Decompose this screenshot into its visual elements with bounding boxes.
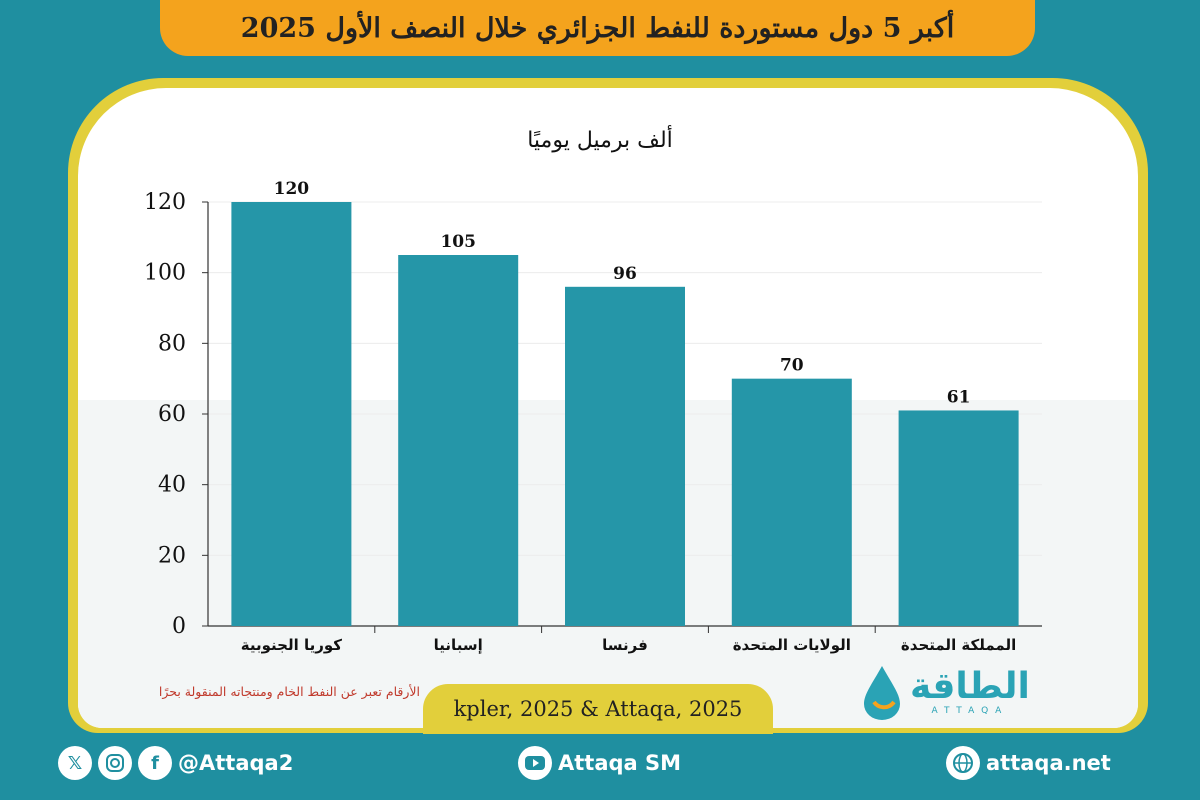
y-tick-label: 0 xyxy=(172,614,186,639)
y-tick-label: 80 xyxy=(158,331,186,356)
page-title: أكبر 5 دول مستوردة للنفط الجزائري خلال ا… xyxy=(240,12,955,44)
y-tick-label: 100 xyxy=(144,261,186,286)
y-tick-label: 60 xyxy=(158,402,186,427)
y-unit-label: ألف برميل يوميًا xyxy=(527,128,673,153)
social-handle[interactable]: @Attaqa2 xyxy=(178,751,294,775)
x-category-label: فرنسا xyxy=(602,636,648,654)
bar xyxy=(731,378,852,626)
bar xyxy=(231,202,352,626)
x-category-label: الولايات المتحدة xyxy=(733,636,851,654)
title-banner: أكبر 5 دول مستوردة للنفط الجزائري خلال ا… xyxy=(160,0,1035,56)
instagram-icon[interactable] xyxy=(98,746,132,780)
x-category-label: المملكة المتحدة xyxy=(901,636,1016,654)
youtube-link: Attaqa SM xyxy=(518,745,681,781)
bar-value-label: 61 xyxy=(947,387,971,407)
social-links: 𝕏 f @Attaqa2 xyxy=(58,745,293,781)
attaqa-logo: الطاقة ATTAQA xyxy=(862,662,1052,722)
website-link: attaqa.net xyxy=(946,745,1111,781)
bar-value-label: 70 xyxy=(780,356,804,376)
bar xyxy=(398,255,519,626)
y-tick-label: 120 xyxy=(144,190,186,215)
footnote: الأرقام تعبر عن النفط الخام ومنتجاته الم… xyxy=(158,684,420,699)
facebook-icon[interactable]: f xyxy=(138,746,172,780)
y-tick-label: 20 xyxy=(158,543,186,568)
globe-icon[interactable] xyxy=(946,746,980,780)
source-label: kpler, 2025 & Attaqa, 2025 xyxy=(423,684,773,734)
bar-value-label: 96 xyxy=(613,264,637,284)
logo-arabic-text: الطاقة xyxy=(910,666,1030,707)
bar xyxy=(898,410,1019,626)
bar-value-label: 105 xyxy=(440,232,476,252)
youtube-channel[interactable]: Attaqa SM xyxy=(558,751,682,775)
logo-latin-text: ATTAQA xyxy=(931,706,1009,716)
x-category-label: كوريا الجنوبية xyxy=(241,636,342,654)
bar xyxy=(565,286,685,626)
x-icon[interactable]: 𝕏 xyxy=(58,746,92,780)
bar-value-label: 120 xyxy=(274,179,310,199)
youtube-icon[interactable] xyxy=(518,746,552,780)
y-tick-label: 40 xyxy=(158,473,186,498)
x-category-label: إسبانيا xyxy=(434,636,483,654)
oil-drop-icon xyxy=(864,666,900,720)
website-url[interactable]: attaqa.net xyxy=(986,751,1111,775)
